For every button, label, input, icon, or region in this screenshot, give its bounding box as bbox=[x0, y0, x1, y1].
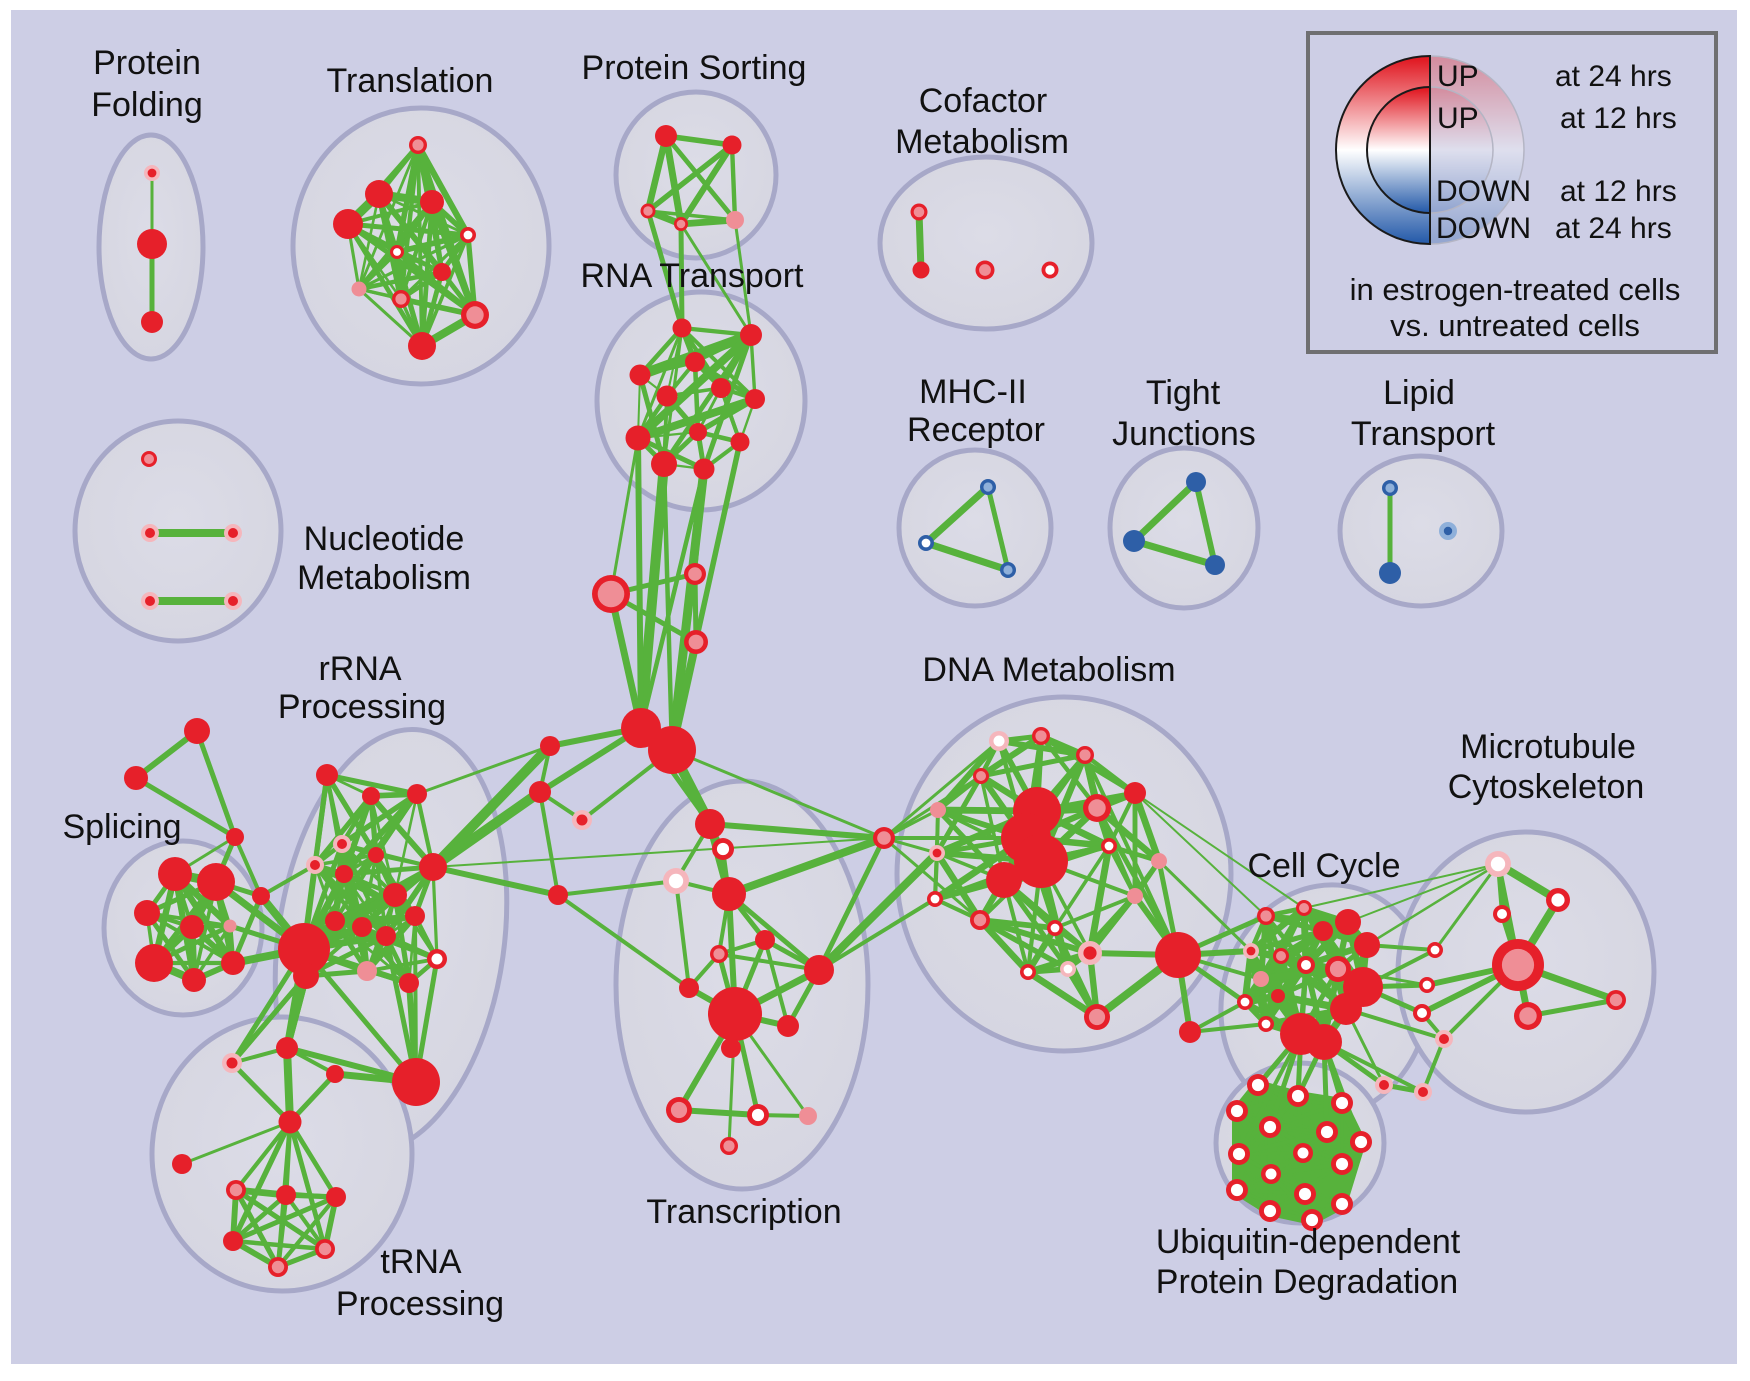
svg-text:Splicing: Splicing bbox=[62, 808, 181, 846]
svg-text:Junctions: Junctions bbox=[1112, 415, 1256, 453]
svg-text:Protein Degradation: Protein Degradation bbox=[1156, 1263, 1458, 1301]
svg-text:Nucleotide: Nucleotide bbox=[304, 520, 465, 558]
svg-text:Transcription: Transcription bbox=[646, 1193, 841, 1231]
svg-text:Protein Sorting: Protein Sorting bbox=[582, 49, 807, 87]
svg-text:Microtubule: Microtubule bbox=[1460, 728, 1636, 766]
svg-text:Protein: Protein bbox=[93, 44, 201, 82]
svg-text:at 12 hrs: at 12 hrs bbox=[1560, 175, 1677, 208]
svg-text:Folding: Folding bbox=[91, 86, 203, 124]
svg-text:DOWN: DOWN bbox=[1436, 212, 1531, 245]
svg-text:at 12 hrs: at 12 hrs bbox=[1560, 102, 1677, 135]
svg-text:Receptor: Receptor bbox=[907, 411, 1045, 449]
svg-text:Metabolism: Metabolism bbox=[895, 123, 1069, 161]
svg-text:UP: UP bbox=[1437, 60, 1479, 93]
svg-text:rRNA: rRNA bbox=[318, 650, 401, 688]
svg-text:tRNA: tRNA bbox=[380, 1243, 462, 1281]
svg-text:UP: UP bbox=[1437, 102, 1479, 135]
svg-text:Cytoskeleton: Cytoskeleton bbox=[1448, 768, 1645, 806]
svg-text:Lipid: Lipid bbox=[1383, 374, 1455, 412]
svg-text:at 24 hrs: at 24 hrs bbox=[1555, 212, 1672, 245]
svg-text:Cofactor: Cofactor bbox=[919, 82, 1048, 120]
svg-text:Metabolism: Metabolism bbox=[297, 559, 471, 597]
svg-text:in estrogen-treated cells: in estrogen-treated cells bbox=[1350, 272, 1681, 307]
svg-text:Cell Cycle: Cell Cycle bbox=[1247, 847, 1400, 885]
svg-text:Translation: Translation bbox=[327, 62, 494, 100]
svg-text:MHC-II: MHC-II bbox=[919, 373, 1027, 411]
svg-text:DNA Metabolism: DNA Metabolism bbox=[922, 651, 1175, 689]
svg-text:Ubiquitin-dependent: Ubiquitin-dependent bbox=[1156, 1223, 1461, 1261]
svg-text:at 24 hrs: at 24 hrs bbox=[1555, 60, 1672, 93]
svg-text:Processing: Processing bbox=[278, 688, 446, 726]
svg-text:Processing: Processing bbox=[336, 1285, 504, 1323]
svg-text:vs. untreated cells: vs. untreated cells bbox=[1390, 308, 1640, 343]
svg-text:DOWN: DOWN bbox=[1436, 175, 1531, 208]
svg-text:Tight: Tight bbox=[1146, 374, 1221, 412]
svg-text:RNA Transport: RNA Transport bbox=[581, 257, 805, 295]
svg-text:Transport: Transport bbox=[1351, 415, 1496, 453]
